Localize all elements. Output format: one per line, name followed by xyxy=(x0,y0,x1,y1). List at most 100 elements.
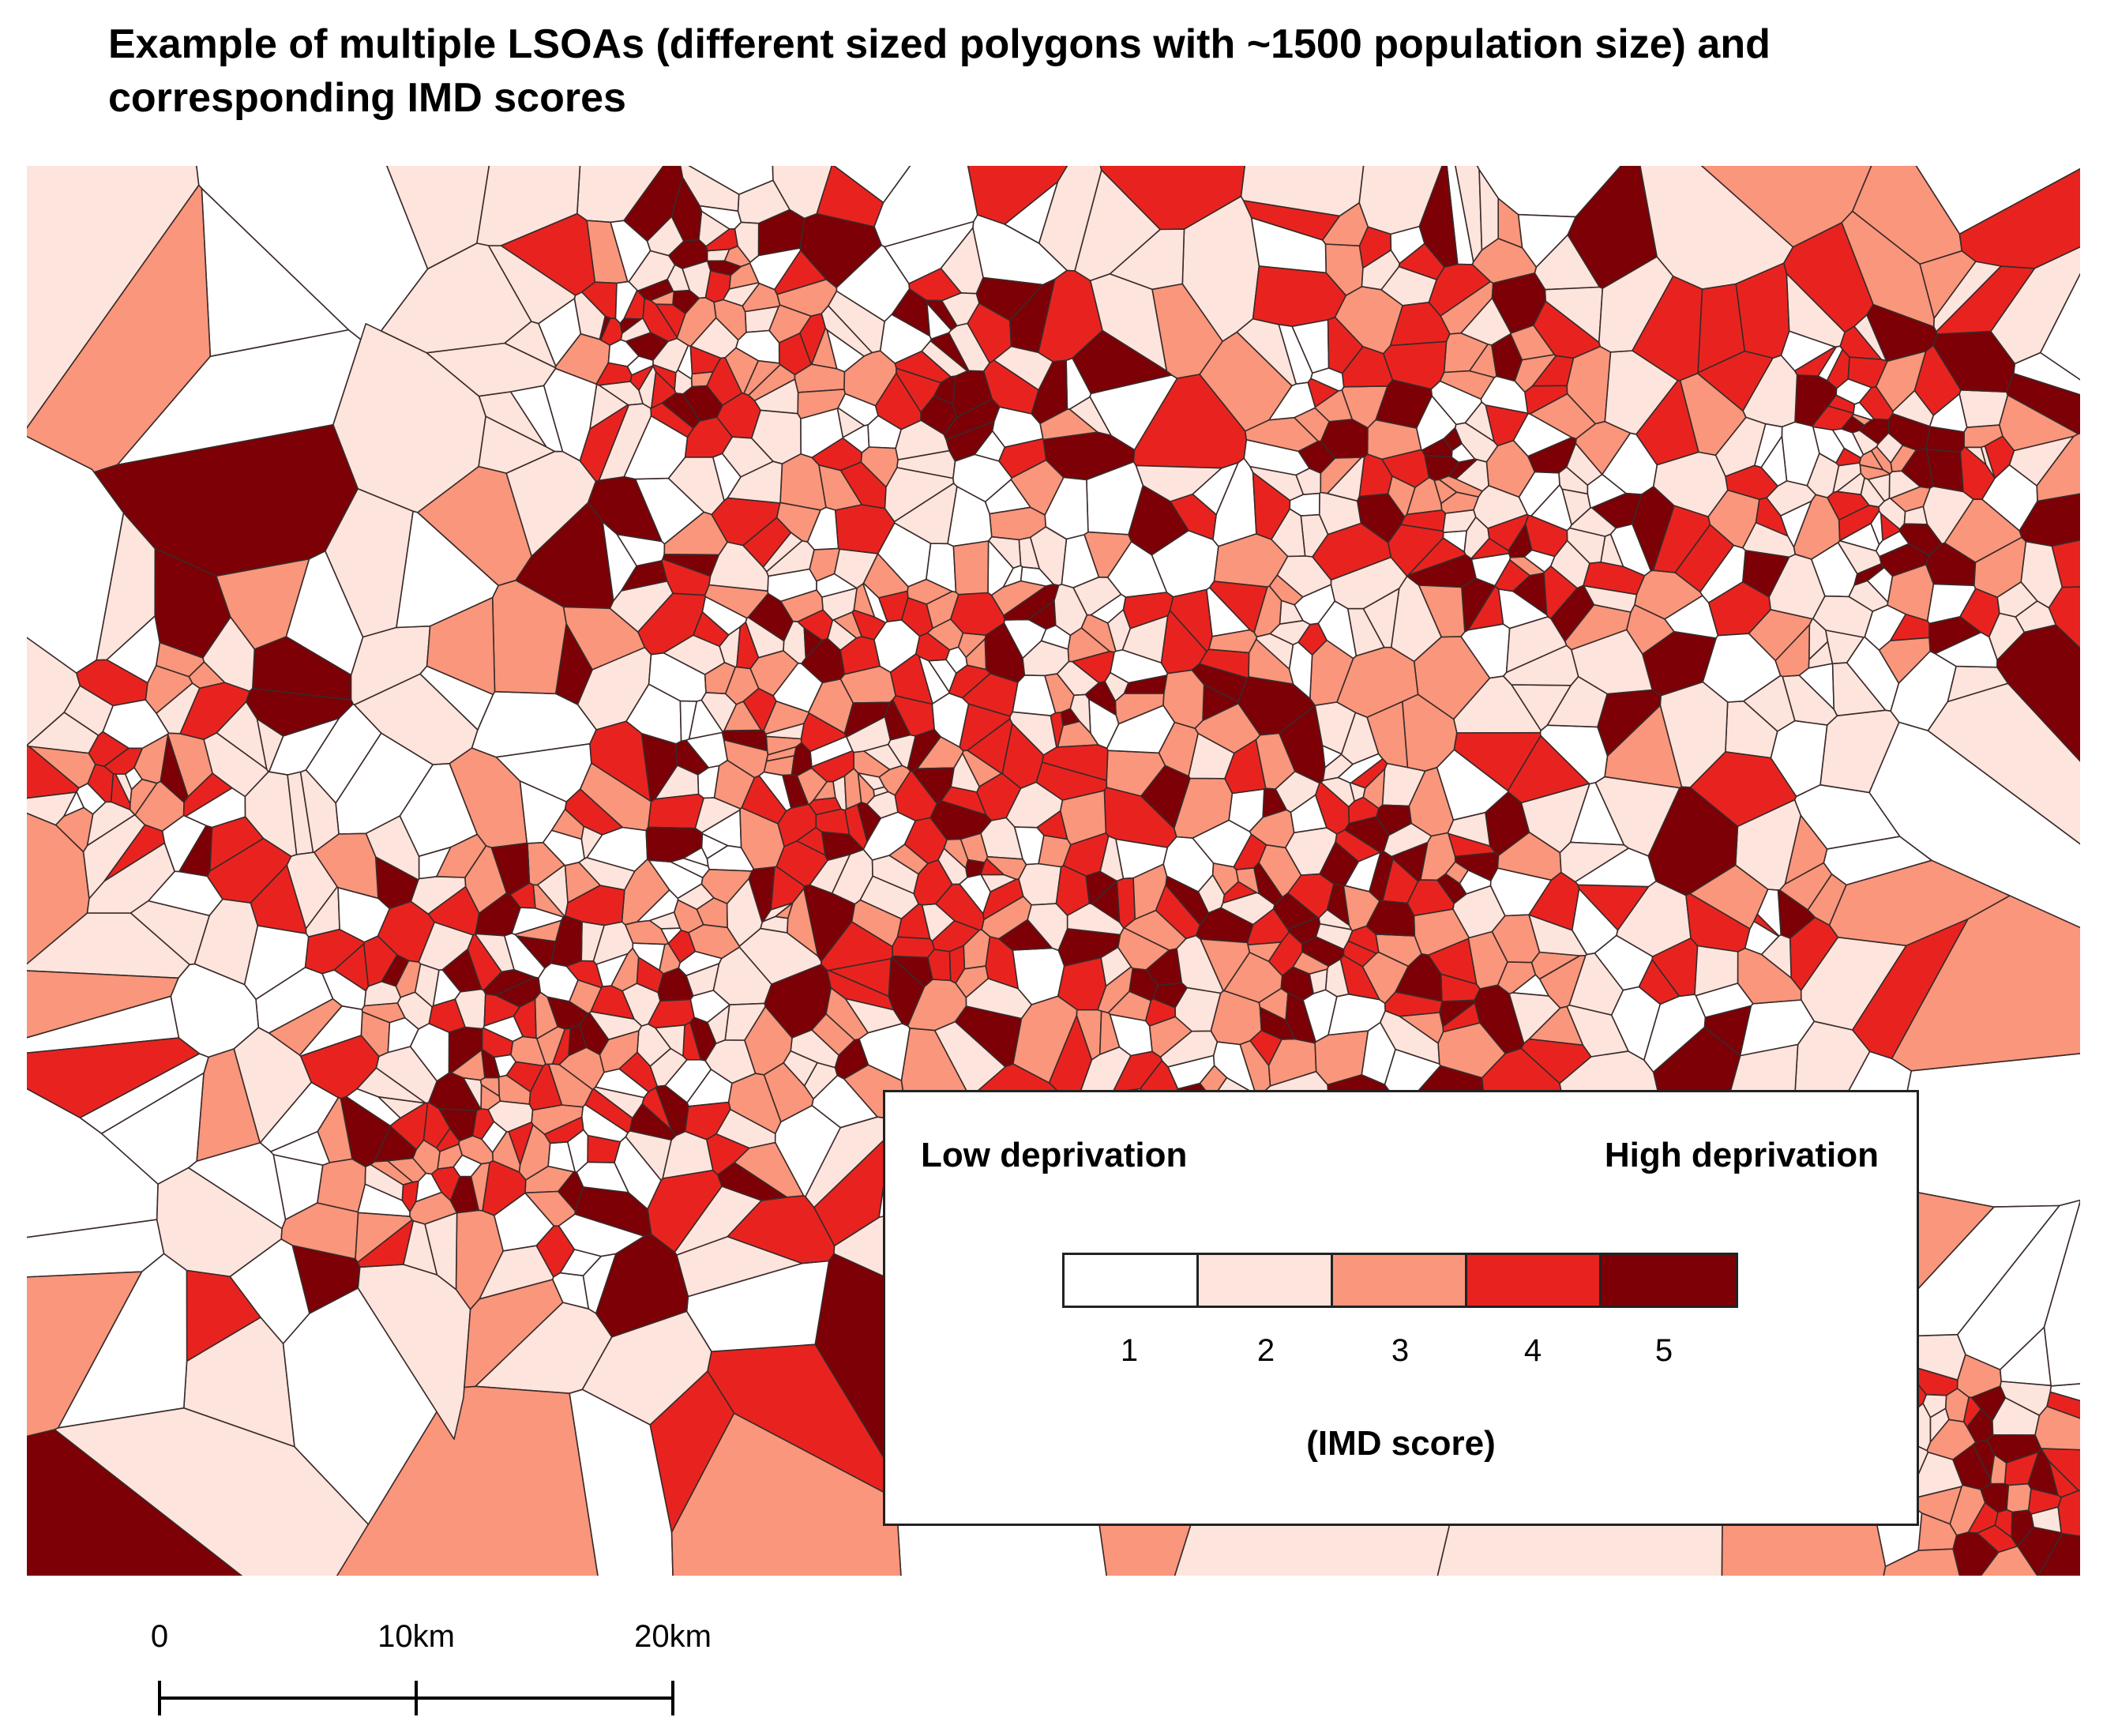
legend-score-labels: 1 2 3 4 5 xyxy=(1062,1333,1741,1373)
lsoa-polygon xyxy=(565,960,603,989)
lsoa-polygon xyxy=(1439,370,1495,400)
lsoa-polygon xyxy=(299,1035,380,1099)
lsoa-polygon xyxy=(428,998,466,1033)
lsoa-polygon xyxy=(1600,533,1624,568)
legend-swatch-2 xyxy=(1199,1255,1333,1306)
lsoa-polygon xyxy=(1259,1006,1296,1040)
lsoa-polygon xyxy=(103,747,143,775)
lsoa-polygon xyxy=(510,1035,546,1067)
lsoa-polygon xyxy=(1428,263,1492,317)
lsoa-polygon xyxy=(1867,566,1894,603)
lsoa-polygon xyxy=(1268,381,1316,421)
lsoa-polygon xyxy=(860,446,899,488)
lsoa-polygon xyxy=(566,1129,589,1173)
lsoa-polygon xyxy=(1444,861,1469,885)
lsoa-polygon xyxy=(654,765,700,800)
lsoa-polygon xyxy=(943,838,969,870)
lsoa-polygon xyxy=(546,996,589,1030)
lsoa-polygon xyxy=(1297,622,1328,656)
lsoa-polygon xyxy=(595,362,633,386)
lsoa-polygon xyxy=(1252,472,1291,540)
lsoa-polygon xyxy=(1925,426,1965,453)
lsoa-polygon xyxy=(965,859,986,878)
lsoa-polygon xyxy=(1420,832,1456,881)
lsoa-polygon xyxy=(1898,523,1943,557)
map-title-line-1: Example of multiple LSOAs (different siz… xyxy=(108,21,1771,67)
lsoa-polygon xyxy=(63,685,114,736)
lsoa-polygon xyxy=(1347,607,1385,657)
lsoa-polygon xyxy=(772,166,833,220)
lsoa-polygon xyxy=(1253,862,1283,906)
lsoa-polygon xyxy=(1366,419,1422,460)
lsoa-polygon xyxy=(1996,624,2080,762)
lsoa-polygon xyxy=(1753,913,1780,938)
lsoa-polygon xyxy=(1012,995,1078,1084)
lsoa-polygon xyxy=(825,987,869,1041)
legend-score-5: 5 xyxy=(1654,1333,1673,1368)
lsoa-polygon xyxy=(1003,583,1060,621)
lsoa-polygon xyxy=(2019,493,2080,547)
lsoa-polygon xyxy=(1437,1022,1506,1079)
lsoa-polygon xyxy=(1053,584,1088,637)
lsoa-polygon xyxy=(907,728,941,772)
lsoa-polygon xyxy=(436,833,487,878)
lsoa-polygon xyxy=(196,1048,261,1162)
lsoa-polygon xyxy=(483,993,520,1027)
legend-axis-label: (IMD score) xyxy=(1306,1424,1496,1463)
lsoa-polygon xyxy=(564,788,624,836)
lsoa-polygon xyxy=(2011,1509,2034,1547)
lsoa-polygon xyxy=(377,1096,426,1119)
lsoa-polygon xyxy=(1696,350,1774,412)
lsoa-polygon xyxy=(721,436,774,478)
lsoa-polygon xyxy=(1652,505,1711,573)
lsoa-polygon xyxy=(129,778,158,816)
lsoa-polygon xyxy=(564,885,625,926)
choropleth-map[interactable] xyxy=(27,166,2080,1576)
lsoa-polygon xyxy=(1932,330,2016,393)
lsoa-polygon xyxy=(918,656,950,705)
legend-colour-ramp xyxy=(1062,1253,1738,1308)
lsoa-polygon xyxy=(1531,355,1575,387)
legend-box: Low deprivation High deprivation 1 2 3 4… xyxy=(883,1090,1919,1526)
lsoa-polygon xyxy=(927,949,952,982)
legend-swatch-1 xyxy=(1065,1255,1199,1306)
lsoa-polygon xyxy=(1014,826,1045,866)
lsoa-polygon xyxy=(1826,348,1850,389)
lsoa-polygon xyxy=(1109,228,1185,291)
lsoa-polygon xyxy=(317,1158,366,1213)
lsoa-polygon xyxy=(1421,438,1453,458)
lsoa-polygon xyxy=(724,666,760,705)
lsoa-polygon xyxy=(538,298,582,367)
lsoa-polygon xyxy=(1590,492,1643,529)
lsoa-polygon xyxy=(762,902,794,922)
lsoa-polygon xyxy=(478,415,556,474)
lsoa-polygon xyxy=(797,389,846,419)
lsoa-polygon xyxy=(1846,636,1900,712)
lsoa-polygon xyxy=(892,936,935,959)
scale-bar-line xyxy=(158,1681,674,1715)
lsoa-polygon xyxy=(202,616,256,693)
lsoa-polygon xyxy=(1069,693,1091,735)
lsoa-polygon xyxy=(679,700,698,742)
lsoa-polygon xyxy=(313,832,379,900)
lsoa-polygon xyxy=(1936,265,2036,335)
legend-high-label: High deprivation xyxy=(1604,1136,1879,1174)
lsoa-polygon xyxy=(481,1048,501,1079)
lsoa-polygon xyxy=(206,837,292,904)
lsoa-polygon xyxy=(1770,720,1828,798)
lsoa-polygon xyxy=(652,364,677,391)
lsoa-polygon xyxy=(871,855,919,895)
lsoa-polygon xyxy=(786,888,819,957)
lsoa-polygon xyxy=(1366,701,1409,768)
lsoa-polygon xyxy=(1959,588,2000,638)
lsoa-polygon xyxy=(524,1190,576,1227)
lsoa-polygon xyxy=(1395,953,1443,1002)
lsoa-polygon xyxy=(661,558,712,596)
lsoa-polygon xyxy=(1413,908,1470,956)
lsoa-polygon xyxy=(637,279,674,302)
lsoa-polygon xyxy=(1451,442,1476,464)
lsoa-polygon xyxy=(907,979,967,1031)
lsoa-polygon xyxy=(700,832,729,859)
lsoa-polygon xyxy=(689,345,722,375)
lsoa-polygon xyxy=(679,166,740,212)
